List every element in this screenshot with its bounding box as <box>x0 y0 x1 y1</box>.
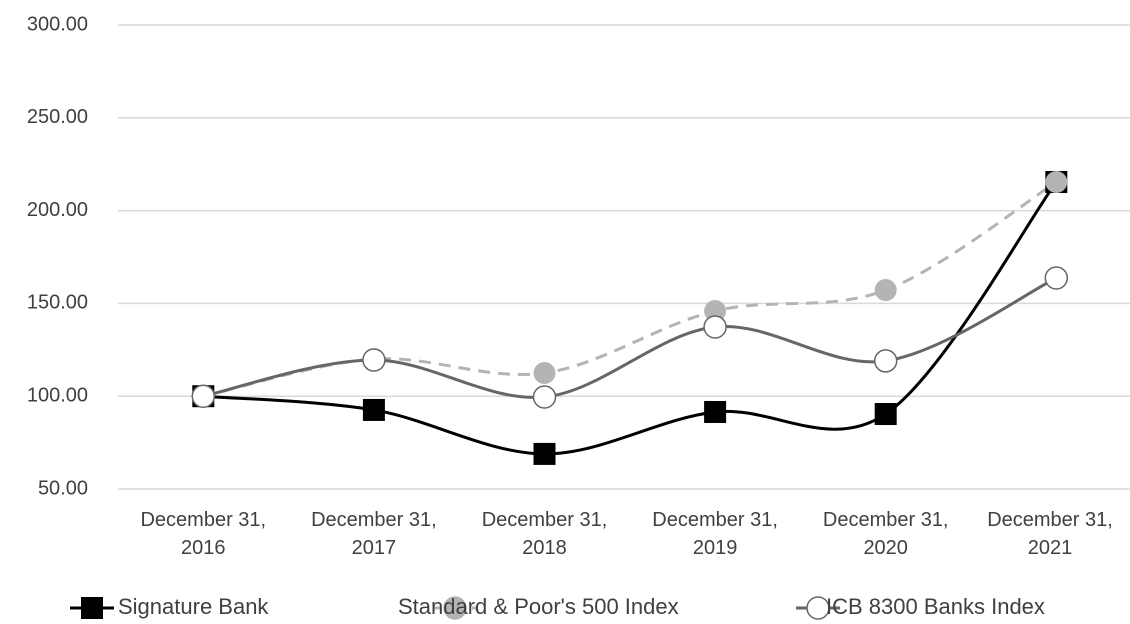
marker <box>703 315 727 339</box>
marker <box>1045 171 1068 194</box>
legend-marker <box>81 597 103 619</box>
x-tick-label: December 31, 2016 <box>140 509 267 559</box>
y-tick-label: 50.00 <box>38 477 88 499</box>
marker <box>1044 266 1069 290</box>
legend-label: Signature Bank <box>118 594 269 619</box>
marker <box>704 400 727 423</box>
legend-label: Standard & Poor's 500 Index <box>398 594 679 619</box>
series-line <box>202 276 1057 399</box>
marker <box>704 300 727 323</box>
marker <box>362 398 385 421</box>
legend-item: ICB 8300 Banks Index <box>796 594 1045 620</box>
y-tick-label: 100.00 <box>27 384 88 406</box>
x-tick-label: December 31, 2021 <box>987 509 1113 559</box>
series-line <box>203 181 1058 456</box>
marker <box>533 442 556 465</box>
marker <box>362 348 386 372</box>
legend-item: Standard & Poor's 500 Index <box>398 594 679 620</box>
marker <box>874 279 897 302</box>
y-tick-label: 300.00 <box>27 13 88 35</box>
y-tick-label: 150.00 <box>27 292 88 314</box>
legend-item: Signature Bank <box>70 594 269 619</box>
legend-label: ICB 8300 Banks Index <box>826 594 1045 619</box>
x-tick-label: December 31, 2018 <box>481 509 608 559</box>
series-line <box>202 180 1058 398</box>
marker <box>533 362 556 384</box>
legend-marker <box>443 596 467 620</box>
y-tick-label: 200.00 <box>27 199 88 221</box>
marker <box>874 403 897 426</box>
marker <box>191 384 216 408</box>
x-tick-label: December 31, 2020 <box>822 509 949 559</box>
x-tick-label: December 31, 2019 <box>652 509 778 559</box>
marker <box>873 349 898 373</box>
x-tick-label: December 31, 2017 <box>311 509 437 559</box>
y-tick-label: 250.00 <box>27 106 88 128</box>
legend-marker <box>806 596 830 620</box>
marker <box>532 385 557 409</box>
